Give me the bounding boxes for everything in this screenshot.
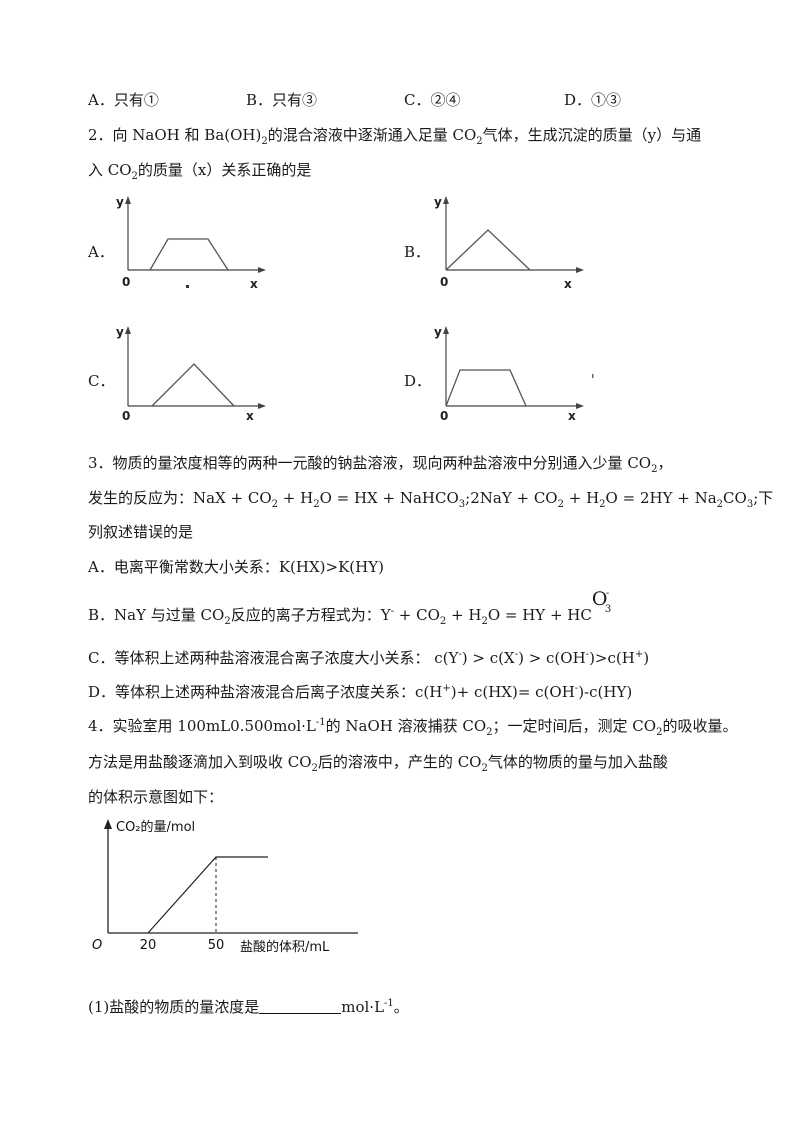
chart-origin: O xyxy=(92,938,102,953)
q2-option-d-label: D． xyxy=(404,372,432,390)
q3-stem-line2: 发生的反应为：NaX + CO2 + H2O = HX + NaHCO3;2Na… xyxy=(88,489,774,510)
q2-option-a-label: A． xyxy=(88,243,114,261)
co2-vs-hcl-chart: CO₂的量/mol O 盐酸的体积/mL 20 50 xyxy=(92,819,358,955)
graph-c-y-label: y xyxy=(116,325,124,339)
graph-b-y-label: y xyxy=(434,195,442,209)
q2-stem-line2: 入 CO2的质量（x）关系正确的是 xyxy=(88,161,312,182)
chart-series-line xyxy=(147,856,268,934)
q1-option-b: B．只有③ xyxy=(246,91,318,109)
graph-d-x-arrow xyxy=(576,403,584,409)
q2-graph-b: y 0 x xyxy=(430,192,590,292)
graph-d-x-label: x xyxy=(568,409,576,423)
q4-sub1: (1)盐酸的物质的量浓度是 mol·L-1。 xyxy=(88,998,409,1016)
chart-y-arrow xyxy=(104,819,112,829)
q2-graph-d: y 0 x xyxy=(430,322,600,423)
q4-chart: CO₂的量/mol O 盐酸的体积/mL 20 50 xyxy=(88,815,388,955)
graph-c-x-label: x xyxy=(246,409,254,423)
q4-line2: 方法是用盐酸逐滴加入到吸收 CO2后的溶液中，产生的 CO2气体的物质的量与加入… xyxy=(88,753,668,774)
graph-a-dot xyxy=(186,285,189,288)
graph-d-mark xyxy=(592,374,594,378)
graph-a-y-label: y xyxy=(116,195,124,209)
answer-blank[interactable] xyxy=(259,999,342,1014)
graph-d-svg: y 0 x xyxy=(434,325,594,423)
q1-option-c: C．②④ xyxy=(404,91,461,109)
graph-c-svg: y 0 x xyxy=(116,325,266,423)
graph-b-x-label: x xyxy=(564,277,572,291)
chart-y-label: CO₂的量/mol xyxy=(116,819,195,835)
q3-option-c: C．等体积上述两种盐溶液混合离子浓度大小关系： c(Y-) > c(X-) > … xyxy=(88,649,650,667)
graph-b-x-arrow xyxy=(576,267,584,273)
chart-x-label: 盐酸的体积/mL xyxy=(240,939,330,955)
q4-line1: 4．实验室用 100mL0.500mol·L-1的 NaOH 溶液捕获 CO2；… xyxy=(88,717,738,738)
q3-stem-line3: 列叙述错误的是 xyxy=(88,523,194,541)
graph-a-x-arrow xyxy=(258,267,266,273)
carbonate-ion: O-3 xyxy=(591,588,612,615)
q3-option-b: B．NaY 与过量 CO2反应的离子方程式为：Y- + CO2 + H2O = … xyxy=(88,588,614,627)
graph-a-origin: 0 xyxy=(122,275,130,289)
graph-d-origin: 0 xyxy=(440,409,448,423)
graph-c-origin: 0 xyxy=(122,409,130,423)
graph-b-curve xyxy=(445,229,531,271)
graph-d-y-label: y xyxy=(434,325,442,339)
q3-option-d: D．等体积上述两种盐溶液混合后离子浓度关系：c(H+)+ c(HX)= c(OH… xyxy=(88,683,633,701)
q2-stem-line1: 2．向 NaOH 和 Ba(OH)2的混合溶液中逐渐通入足量 CO2气体，生成沉… xyxy=(88,126,702,147)
chart-x-tick-50: 50 xyxy=(208,938,225,953)
q2-option-b-label: B． xyxy=(404,243,431,261)
graph-b-origin: 0 xyxy=(440,275,448,289)
graph-d-curve xyxy=(445,369,527,407)
graph-c-y-arrow xyxy=(125,326,131,334)
q4-line3: 的体积示意图如下： xyxy=(88,788,224,806)
graph-b-y-arrow xyxy=(443,196,449,204)
graph-b-svg: y 0 x xyxy=(434,195,584,291)
graph-a-svg: y 0 x xyxy=(116,195,266,291)
q2-graph-c: y 0 x xyxy=(112,322,272,423)
graph-a-y-arrow xyxy=(125,196,131,204)
q3-stem-line1: 3．物质的量浓度相等的两种一元酸的钠盐溶液，现向两种盐溶液中分别通入少量 CO2… xyxy=(88,454,673,475)
graph-a-curve xyxy=(149,238,229,271)
q1-option-a: A．只有① xyxy=(88,91,159,109)
q1-option-d: D．①③ xyxy=(564,91,622,109)
chart-x-tick-20: 20 xyxy=(140,938,157,953)
q3-option-a: A．电离平衡常数大小关系：K(HX)>K(HY) xyxy=(88,558,384,576)
q2-graph-a: y 0 x xyxy=(112,192,272,292)
graph-c-curve xyxy=(151,363,235,407)
q2-option-c-label: C． xyxy=(88,372,115,390)
graph-c-x-arrow xyxy=(258,403,266,409)
graph-d-y-arrow xyxy=(443,326,449,334)
graph-a-x-label: x xyxy=(250,277,258,291)
